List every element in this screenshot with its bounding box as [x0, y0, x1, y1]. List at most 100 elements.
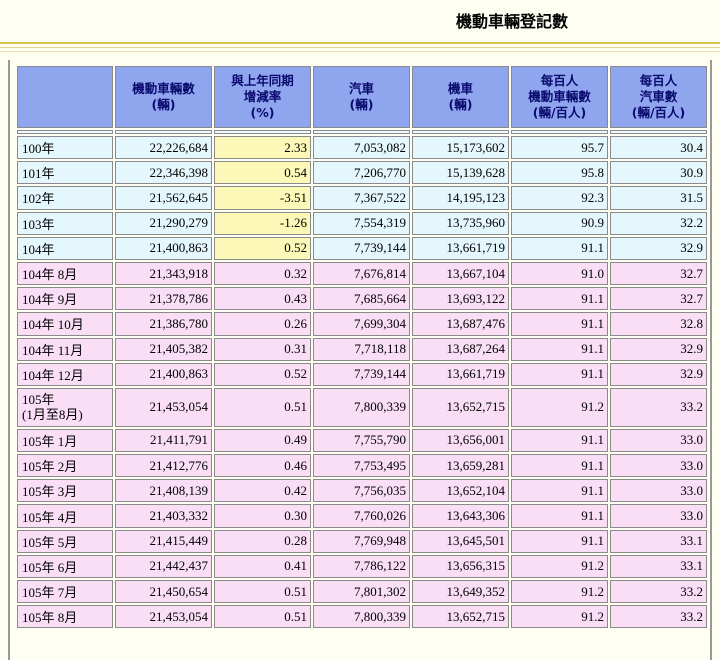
- motorcycles-cell: 13,652,715: [412, 387, 509, 427]
- vehicles-per-100-cell: 90.9: [511, 211, 608, 235]
- cars-per-100-cell: 32.8: [610, 312, 707, 336]
- cars-per-100-cell: 32.7: [610, 287, 707, 311]
- cars-per-100-cell: 33.1: [610, 529, 707, 553]
- motorcycles-cell: 13,649,352: [412, 580, 509, 604]
- period-cell: 104年 12月: [17, 362, 113, 386]
- vehicles-cell: 21,412,776: [115, 454, 212, 478]
- cars-cell: 7,685,664: [313, 287, 410, 311]
- yoy-rate-cell: 0.42: [214, 479, 311, 503]
- table-row: 104年 10月 21,386,780 0.26 7,699,304 13,687,47…: [17, 312, 707, 336]
- yoy-rate-cell: 0.30: [214, 504, 311, 528]
- cars-cell: 7,753,495: [313, 454, 410, 478]
- motorcycles-cell: 13,652,104: [412, 479, 509, 503]
- cars-cell: 7,755,790: [313, 428, 410, 453]
- yoy-rate-cell: 0.51: [214, 605, 311, 629]
- table-row: 102年 21,562,645 -3.51 7,367,522 14,195,123 92…: [17, 186, 707, 210]
- title-rule: [0, 42, 720, 44]
- period-cell: 103年: [17, 211, 113, 235]
- cars-per-100-cell: 32.9: [610, 337, 707, 361]
- motorcycles-cell: 13,645,501: [412, 529, 509, 553]
- vehicles-cell: 21,400,863: [115, 362, 212, 386]
- period-cell: 101年: [17, 161, 113, 185]
- motorcycles-cell: 13,656,001: [412, 428, 509, 453]
- yoy-rate-cell: -3.51: [214, 186, 311, 210]
- header-period: [17, 66, 113, 128]
- cars-per-100-cell: 33.1: [610, 554, 707, 578]
- cars-cell: 7,367,522: [313, 186, 410, 210]
- vehicles-cell: 21,442,437: [115, 554, 212, 578]
- cars-per-100-cell: 33.0: [610, 479, 707, 503]
- vehicles-per-100-cell: 95.7: [511, 136, 608, 160]
- motorcycles-cell: 13,661,719: [412, 362, 509, 386]
- vehicles-per-100-cell: 91.1: [511, 479, 608, 503]
- cars-cell: 7,206,770: [313, 161, 410, 185]
- vehicles-cell: 21,386,780: [115, 312, 212, 336]
- table-row: 104年 12月 21,400,863 0.52 7,739,144 13,661,71…: [17, 362, 707, 386]
- header-motorcycles: 機車 (輛): [412, 66, 509, 128]
- vehicles-per-100-cell: 91.1: [511, 236, 608, 260]
- yoy-rate-cell: 0.52: [214, 236, 311, 260]
- vehicles-per-100-cell: 91.1: [511, 287, 608, 311]
- cars-cell: 7,053,082: [313, 136, 410, 160]
- yoy-rate-cell: 0.32: [214, 261, 311, 286]
- vehicles-cell: 21,343,918: [115, 261, 212, 286]
- yoy-rate-cell: 2.33: [214, 136, 311, 160]
- table-row: 105年 7月 21,450,654 0.51 7,801,302 13,649,352…: [17, 580, 707, 604]
- motorcycles-cell: 13,661,719: [412, 236, 509, 260]
- cars-cell: 7,739,144: [313, 236, 410, 260]
- table-row: 104年 8月 21,343,918 0.32 7,676,814 13,667,104…: [17, 261, 707, 286]
- table-row: 100年 22,226,684 2.33 7,053,082 15,173,602 95.…: [17, 136, 707, 160]
- vehicles-per-100-cell: 91.1: [511, 454, 608, 478]
- period-cell: 105年 2月: [17, 454, 113, 478]
- yoy-rate-cell: 0.28: [214, 529, 311, 553]
- yoy-rate-cell: -1.26: [214, 211, 311, 235]
- vehicles-per-100-cell: 91.2: [511, 580, 608, 604]
- yoy-rate-cell: 0.41: [214, 554, 311, 578]
- cars-per-100-cell: 30.9: [610, 161, 707, 185]
- motorcycles-cell: 13,656,315: [412, 554, 509, 578]
- period-cell: 105年 5月: [17, 529, 113, 553]
- yoy-rate-cell: 0.43: [214, 287, 311, 311]
- vehicles-per-100-cell: 91.2: [511, 605, 608, 629]
- vehicles-cell: 21,405,382: [115, 337, 212, 361]
- cars-per-100-cell: 33.0: [610, 504, 707, 528]
- period-cell: 104年 10月: [17, 312, 113, 336]
- period-cell: 105年 1月: [17, 428, 113, 453]
- yoy-rate-cell: 0.52: [214, 362, 311, 386]
- table-row: 105年 3月 21,408,139 0.42 7,756,035 13,652,104…: [17, 479, 707, 503]
- motorcycles-cell: 13,735,960: [412, 211, 509, 235]
- table-row: 105年 4月 21,403,332 0.30 7,760,026 13,643,306…: [17, 504, 707, 528]
- vehicles-per-100-cell: 92.3: [511, 186, 608, 210]
- period-cell: 105年 (1月至8月): [17, 387, 113, 427]
- cars-per-100-cell: 31.5: [610, 186, 707, 210]
- vehicles-cell: 22,226,684: [115, 136, 212, 160]
- yoy-rate-cell: 0.51: [214, 580, 311, 604]
- table-row: 105年 6月 21,442,437 0.41 7,786,122 13,656,315…: [17, 554, 707, 578]
- header-vehicles-per-100: 每百人 機動車輛數 (輛/百人): [511, 66, 608, 128]
- table-frame: [8, 60, 712, 660]
- period-cell: 100年: [17, 136, 113, 160]
- period-cell: 105年 4月: [17, 504, 113, 528]
- period-cell: 105年 7月: [17, 580, 113, 604]
- vehicles-cell: 21,453,054: [115, 387, 212, 427]
- table-row: 105年 (1月至8月) 21,453,054 0.51 7,800,339 13,652…: [17, 387, 707, 427]
- header-row: 機動車輛數 (輛) 與上年同期 增減率 (%) 汽車 (輛) 機車 (輛) 每百人 機動車輛…: [17, 66, 707, 128]
- vehicles-cell: 22,346,398: [115, 161, 212, 185]
- vehicles-cell: 21,411,791: [115, 428, 212, 453]
- table-row: 105年 8月 21,453,054 0.51 7,800,339 13,652,715…: [17, 605, 707, 629]
- yoy-rate-cell: 0.51: [214, 387, 311, 427]
- vehicles-per-100-cell: 91.1: [511, 428, 608, 453]
- scrolled-row-edge: [17, 130, 707, 134]
- vehicles-cell: 21,450,654: [115, 580, 212, 604]
- table-row: 104年 21,400,863 0.52 7,739,144 13,661,719 91.…: [17, 236, 707, 260]
- vehicles-per-100-cell: 91.1: [511, 312, 608, 336]
- period-cell: 102年: [17, 186, 113, 210]
- table-row: 105年 1月 21,411,791 0.49 7,755,790 13,656,001…: [17, 428, 707, 453]
- cars-cell: 7,756,035: [313, 479, 410, 503]
- motorcycles-cell: 13,652,715: [412, 605, 509, 629]
- title-rule: [0, 47, 720, 48]
- cars-cell: 7,800,339: [313, 387, 410, 427]
- cars-cell: 7,676,814: [313, 261, 410, 286]
- motorcycles-cell: 13,643,306: [412, 504, 509, 528]
- table-row: 104年 9月 21,378,786 0.43 7,685,664 13,693,122…: [17, 287, 707, 311]
